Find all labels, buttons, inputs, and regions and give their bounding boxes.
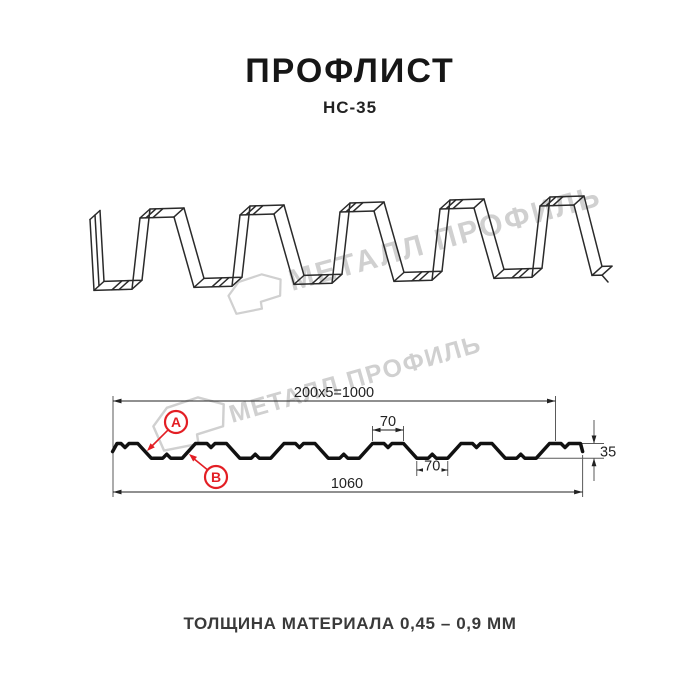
dim-rib-bottom-label: 70 (424, 459, 440, 475)
marker-a-letter: А (171, 414, 181, 430)
material-thickness-note: ТОЛЩИНА МАТЕРИАЛА 0,45 – 0,9 ММ (183, 614, 517, 633)
sheet-3d-view (89, 195, 613, 292)
brand-logo-icon (152, 396, 225, 452)
profile-model: НС-35 (322, 98, 378, 117)
dim-rib-top-label: 70 (380, 414, 396, 430)
extension-lines (112, 396, 604, 497)
profile-outline (110, 441, 585, 460)
watermark-text: МЕТАЛЛ ПРОФИЛЬ (226, 330, 485, 429)
dim-overall-width-label: 1060 (331, 476, 363, 492)
brand-logo-icon (227, 273, 282, 315)
label-halo (423, 460, 442, 473)
dim-coverage-label: 200x5=1000 (294, 385, 374, 401)
marker-a: А (147, 409, 189, 451)
dimension-arrows (113, 398, 597, 495)
marker-b: В (189, 454, 229, 490)
page-title: ПРОФЛИСТ (245, 52, 455, 90)
cross-section-view: 200x5=1000 70 70 35 1060 А В (110, 385, 616, 497)
marker-b-letter: В (211, 469, 221, 485)
dim-height-label: 35 (600, 445, 616, 461)
